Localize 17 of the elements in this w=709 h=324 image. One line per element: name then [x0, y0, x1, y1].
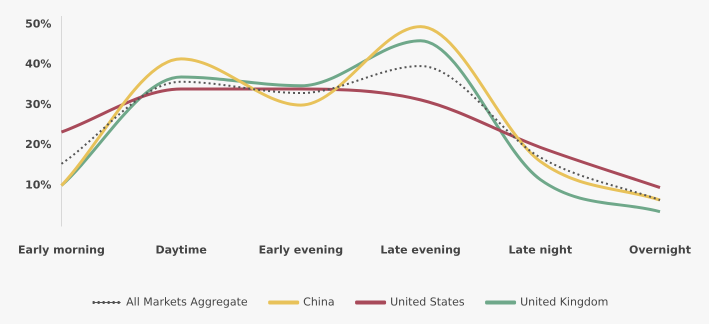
y-tick-label: 30% — [25, 98, 52, 111]
y-tick-label: 40% — [25, 58, 52, 71]
x-tick-label: Early evening — [258, 243, 344, 256]
y-tick-label: 50% — [25, 18, 52, 31]
x-tick-label: Late evening — [380, 243, 461, 256]
legend-label: United States — [390, 295, 465, 308]
x-tick-label: Late night — [508, 243, 572, 256]
legend-label: United Kingdom — [520, 295, 608, 308]
y-tick-label: 10% — [25, 178, 52, 192]
y-tick-label: 20% — [25, 138, 52, 152]
x-tick-label: Daytime — [155, 243, 207, 256]
legend-label: China — [303, 295, 335, 308]
line-series — [60, 88, 662, 190]
x-tick-label: Early morning — [18, 243, 105, 256]
legend-label: All Markets Aggregate — [126, 295, 248, 308]
x-tick-label: Overnight — [629, 243, 692, 256]
line-series — [60, 65, 662, 202]
